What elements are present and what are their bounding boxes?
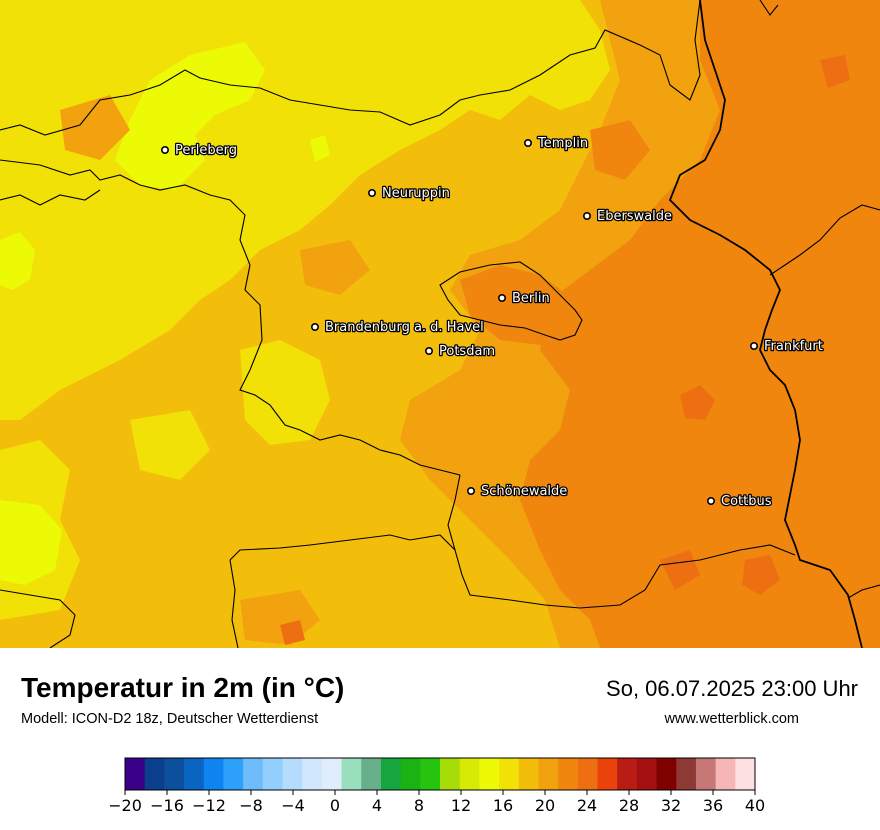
city-dot — [161, 146, 170, 155]
city-label: Potsdam — [439, 344, 495, 359]
legend-swatch — [420, 758, 441, 790]
city-dot — [523, 139, 532, 148]
city-label: Schönewalde — [481, 484, 567, 499]
city-templin: Templin — [523, 135, 589, 152]
legend-swatch — [499, 758, 520, 790]
legend-swatch — [656, 758, 677, 790]
city-brandenburg-a-d-havel: Brandenburg a. d. Havel — [310, 319, 485, 336]
legend-swatch — [400, 758, 421, 790]
legend-tick-label: −8 — [239, 796, 263, 815]
legend-swatch — [164, 758, 185, 790]
legend-swatch — [538, 758, 559, 790]
legend-tick-label: 16 — [493, 796, 513, 815]
city-eberswalde: Eberswalde — [582, 208, 673, 225]
city-label: Perleberg — [175, 143, 237, 158]
legend-tick-label: 36 — [703, 796, 723, 815]
legend-tick-label: 32 — [661, 796, 681, 815]
legend-swatch — [479, 758, 500, 790]
legend-tick-label: −20 — [110, 796, 142, 815]
city-dot — [706, 496, 715, 505]
legend-tick-label: 40 — [745, 796, 765, 815]
legend-tick-label: 4 — [372, 796, 382, 815]
city-label: Eberswalde — [597, 209, 672, 224]
legend-swatch — [361, 758, 382, 790]
color-scale-legend: −20 −16 −12 −8 −4 0 4 8 12 16 20 24 28 32 36 40 — [108, 752, 770, 822]
legend-tick-label: 24 — [577, 796, 597, 815]
legend-swatch — [558, 758, 579, 790]
city-label: Frankfurt — [764, 339, 823, 354]
legend-canvas: −20 −16 −12 −8 −4 0 4 8 12 16 20 24 28 32 36 40 — [108, 757, 765, 815]
legend-swatch — [144, 758, 165, 790]
legend-tick-label: −4 — [281, 796, 305, 815]
legend-swatch — [617, 758, 638, 790]
legend-swatch — [597, 758, 618, 790]
map-title: Temperatur in 2m (in °C) — [21, 672, 345, 703]
city-dot — [497, 293, 506, 302]
legend-swatch — [203, 758, 224, 790]
legend-swatch — [440, 758, 461, 790]
city-schönewalde: Schönewalde — [466, 483, 569, 500]
forecast-datetime: So, 06.07.2025 23:00 Uhr — [606, 676, 858, 701]
city-label: Templin — [537, 136, 588, 151]
legend-swatch — [223, 758, 244, 790]
national-border — [668, 0, 863, 648]
legend-swatch — [243, 758, 264, 790]
model-info: Modell: ICON-D2 18z, Deutscher Wetterdie… — [21, 711, 319, 727]
city-cottbus: Cottbus — [706, 493, 773, 510]
city-dot — [310, 322, 319, 331]
legend-swatch — [341, 758, 362, 790]
city-berlin: Berlin — [497, 290, 551, 307]
city-label: Cottbus — [721, 494, 772, 509]
legend-swatch — [676, 758, 697, 790]
legend-swatch — [282, 758, 303, 790]
legend-tick-label: 28 — [619, 796, 639, 815]
legend-swatch — [380, 758, 402, 790]
legend-border — [124, 757, 756, 791]
legend-swatch — [184, 758, 205, 790]
legend-swatch — [636, 758, 658, 790]
legend-swatch — [459, 758, 480, 790]
temperature-map: Perleberg Templin Neuruppin Eberswalde Berli… — [0, 0, 880, 648]
legend-swatch — [125, 758, 146, 790]
legend-tick-label: −16 — [150, 796, 184, 815]
city-markers: Perleberg Templin Neuruppin Eberswalde Berli… — [161, 135, 824, 510]
city-frankfurt: Frankfurt — [749, 338, 824, 355]
map-canvas: Perleberg Templin Neuruppin Eberswalde Berli… — [0, 0, 880, 648]
city-dot — [367, 189, 376, 198]
city-dot — [749, 341, 758, 350]
legend-swatch — [262, 758, 283, 790]
legend-swatch — [735, 758, 756, 790]
city-label: Berlin — [512, 291, 550, 306]
city-neuruppin: Neuruppin — [367, 185, 451, 202]
legend-tick-label: −12 — [192, 796, 226, 815]
state-borders — [0, 0, 880, 648]
zone-14-16 — [0, 42, 330, 585]
website-link[interactable]: www.wetterblick.com — [664, 711, 799, 727]
legend-swatch — [715, 758, 736, 790]
legend-tick-label: 12 — [451, 796, 471, 815]
legend-tick-label: 20 — [535, 796, 555, 815]
city-dot — [582, 212, 591, 221]
city-perleberg: Perleberg — [161, 142, 238, 159]
city-label: Brandenburg a. d. Havel — [325, 320, 484, 335]
legend-swatch — [695, 758, 717, 790]
legend-swatch — [302, 758, 323, 790]
city-dot — [424, 346, 433, 355]
legend-swatch — [518, 758, 539, 790]
legend-tick-label: 8 — [414, 796, 424, 815]
city-potsdam: Potsdam — [424, 343, 496, 360]
zone-24-26 — [280, 55, 850, 645]
legend-tick-label: 0 — [330, 796, 340, 815]
city-dot — [466, 486, 475, 495]
zone-22-24 — [460, 0, 880, 648]
legend-swatch — [321, 758, 343, 790]
legend-swatch — [577, 758, 598, 790]
city-label: Neuruppin — [382, 186, 450, 201]
